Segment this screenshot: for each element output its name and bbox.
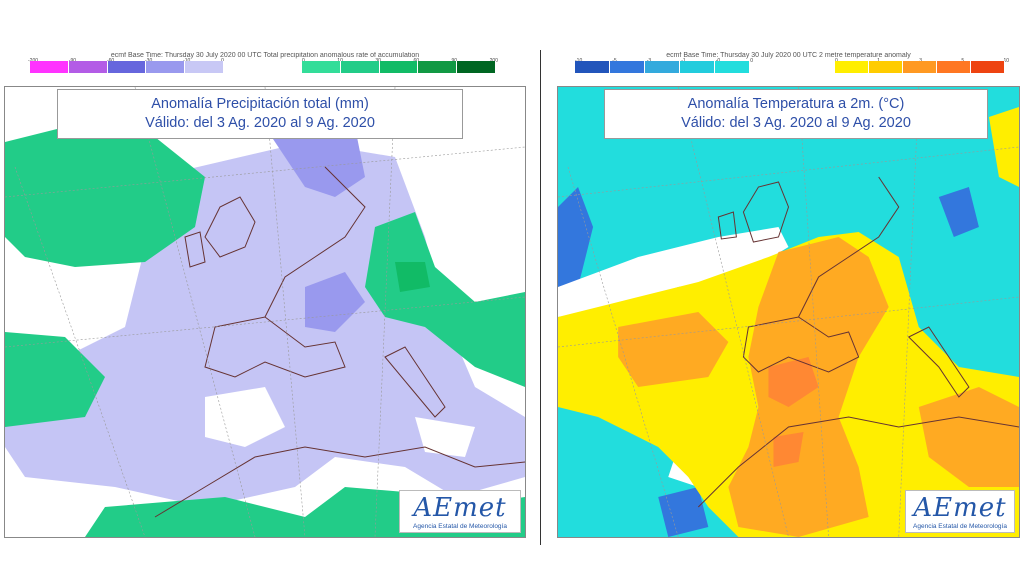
precip-legend-swatch xyxy=(68,61,108,73)
precip-header: ecmf Base Time: Thursday 30 July 2020 00… xyxy=(110,52,420,59)
precip-map-graphic xyxy=(5,87,525,537)
temp-tick: 0 xyxy=(750,58,753,64)
precipitation-anomaly-panel: ecmf Base Time: Thursday 30 July 2020 00… xyxy=(0,50,530,540)
temp-map: Anomalía Temperatura a 2m. (°C) Válido: … xyxy=(557,86,1020,538)
precip-valid-dates: Válido: del 3 Ag. 2020 al 9 Ag. 2020 xyxy=(145,115,375,131)
precip-map: Anomalía Precipitación total (mm) Válido… xyxy=(4,86,526,538)
temp-legend-swatch xyxy=(835,61,869,73)
coastline-british-isles xyxy=(717,181,790,243)
temp-legend-swatch xyxy=(645,61,680,73)
precip-legend-swatch xyxy=(107,61,147,73)
neutral-area xyxy=(205,387,285,447)
precip-legend-swatch xyxy=(185,61,224,73)
temp-legend-swatch xyxy=(971,61,1005,73)
very-warm-area xyxy=(773,432,804,467)
strong-positive-area xyxy=(395,262,430,292)
precip-legend-swatch xyxy=(146,61,186,73)
panel-divider xyxy=(540,50,541,545)
neutral-area xyxy=(558,227,789,317)
aemet-logo-text: AEmet xyxy=(913,493,1007,523)
coastline-italy xyxy=(907,326,970,398)
precip-legend-positive xyxy=(302,61,496,73)
cold-anomaly-area xyxy=(658,487,709,537)
warm-anomaly-area xyxy=(988,107,1019,187)
coastline-italy xyxy=(384,346,446,418)
neutral-area xyxy=(415,417,475,457)
precip-legend-swatch xyxy=(418,61,458,73)
precip-legend-swatch xyxy=(302,61,341,73)
coastline-iberia xyxy=(742,316,860,373)
cold-anomaly-area xyxy=(558,187,594,297)
coastline-iberia xyxy=(204,316,346,378)
temp-header: ecmf Base Time: Thursday 30 July 2020 00… xyxy=(666,52,911,59)
cold-anomaly-area xyxy=(938,187,979,237)
temp-legend-swatch xyxy=(937,61,971,73)
temp-legend-swatch xyxy=(680,61,715,73)
precip-legend-negative xyxy=(30,61,224,73)
precip-title-box: Anomalía Precipitación total (mm) Válido… xyxy=(57,89,463,139)
coastline-north-africa xyxy=(154,446,525,518)
positive-anomaly-area xyxy=(5,332,105,427)
temp-title: Anomalía Temperatura a 2m. (°C) xyxy=(687,96,905,112)
aemet-logo-subtitle: Agencia Estatal de Meteorología xyxy=(913,523,1007,530)
coastline-north-africa xyxy=(697,416,1019,508)
coastline-europe xyxy=(798,176,900,318)
temperature-anomaly-panel: ecmf Base Time: Thursday 30 July 2020 00… xyxy=(553,50,1024,540)
temp-title-box: Anomalía Temperatura a 2m. (°C) Válido: … xyxy=(604,89,988,139)
temp-legend-swatch xyxy=(903,61,937,73)
strong-warm-area xyxy=(618,312,729,387)
temp-legend-swatch xyxy=(869,61,903,73)
temp-legend-negative xyxy=(575,61,750,73)
precip-title: Anomalía Precipitación total (mm) xyxy=(151,96,369,112)
aemet-logo: AEmet Agencia Estatal de Meteorología xyxy=(399,490,521,533)
temp-tick: 10 xyxy=(1003,58,1009,64)
graticule xyxy=(5,87,525,537)
temp-valid-dates: Válido: del 3 Ag. 2020 al 9 Ag. 2020 xyxy=(681,115,911,131)
precip-legend-swatch xyxy=(457,61,496,73)
precip-legend-swatch xyxy=(340,61,380,73)
strong-negative-area xyxy=(265,127,365,197)
precip-legend-swatch xyxy=(30,61,69,73)
very-warm-area xyxy=(768,357,819,407)
temp-map-graphic xyxy=(558,87,1019,537)
coastline-europe xyxy=(264,166,366,318)
strong-warm-area xyxy=(918,387,1019,487)
temp-legend-positive xyxy=(835,61,1007,73)
temp-legend-swatch xyxy=(575,61,610,73)
positive-anomaly-area xyxy=(365,212,525,387)
temp-legend-swatch xyxy=(610,61,645,73)
graticule xyxy=(558,87,1019,537)
coastline-british-isles xyxy=(184,196,256,268)
aemet-logo-text: AEmet xyxy=(413,493,507,523)
aemet-logo: AEmet Agencia Estatal de Meteorología xyxy=(905,490,1015,533)
aemet-logo-subtitle: Agencia Estatal de Meteorología xyxy=(413,523,507,530)
temp-legend-swatch xyxy=(715,61,750,73)
precip-legend-swatch xyxy=(379,61,419,73)
